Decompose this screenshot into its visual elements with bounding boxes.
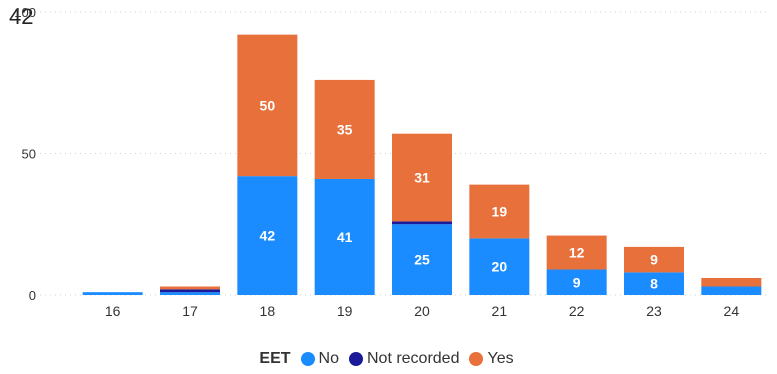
data-label: 25 xyxy=(414,252,430,268)
legend-label-not-recorded: Not recorded xyxy=(366,350,460,367)
x-tick-label: 24 xyxy=(724,303,740,319)
legend-swatch-no xyxy=(300,352,315,366)
x-tick-label: 22 xyxy=(569,303,585,319)
bar-segment xyxy=(701,278,762,287)
bar-segment xyxy=(314,79,375,179)
chart-legend: EET No Not recorded Yes xyxy=(0,350,777,368)
data-label: 19 xyxy=(492,204,508,220)
bar-segment xyxy=(314,178,375,295)
stacked-bar-chart: 0 50 100 16 17 18 19 20 21 22 23 24 42 41 25 20 9 8 50 35 31… xyxy=(14,5,770,319)
y-tick-label: 50 xyxy=(22,147,36,162)
bar-segment xyxy=(624,272,684,295)
bar-segment xyxy=(392,221,452,225)
data-label: 50 xyxy=(260,97,276,113)
legend-item-not-recorded[interactable]: Not recorded xyxy=(348,350,460,368)
bar-segment xyxy=(237,176,298,295)
data-label: 41 xyxy=(337,229,353,245)
data-label: 8 xyxy=(650,276,658,292)
bar-segment xyxy=(546,269,607,295)
bar-segment xyxy=(701,286,762,295)
data-label: 12 xyxy=(569,245,585,261)
bar-segment xyxy=(160,289,220,293)
y-tick-label: 100 xyxy=(14,5,36,20)
y-tick-label: 0 xyxy=(29,288,36,303)
legend-swatch-not-recorded xyxy=(348,352,363,366)
x-tick-label: 21 xyxy=(492,303,508,319)
data-label: 20 xyxy=(492,259,508,275)
x-tick-label: 16 xyxy=(105,303,121,319)
bar-segment xyxy=(624,246,684,273)
legend-label-yes: Yes xyxy=(487,350,514,367)
data-label: 9 xyxy=(573,274,581,290)
data-label: 9 xyxy=(650,252,658,268)
x-tick-label: 18 xyxy=(260,303,276,319)
legend-swatch-yes xyxy=(469,352,484,366)
x-tick-label: 20 xyxy=(414,303,430,319)
bar-segment xyxy=(469,184,530,239)
legend-item-no[interactable]: No xyxy=(300,350,339,368)
bar-segment xyxy=(546,235,607,270)
data-label: 31 xyxy=(414,170,430,186)
legend-item-yes[interactable]: Yes xyxy=(469,350,514,368)
x-tick-label: 23 xyxy=(646,303,662,319)
x-tick-label: 19 xyxy=(337,303,353,319)
legend-title: EET xyxy=(259,350,291,367)
data-label: 42 xyxy=(260,228,276,244)
bar-segment xyxy=(392,133,452,222)
bar-segment xyxy=(469,238,530,295)
legend-label-no: No xyxy=(318,350,339,367)
bar-segment xyxy=(392,224,452,295)
bar-segment xyxy=(82,292,143,295)
x-tick-label: 17 xyxy=(182,303,198,319)
corner-mark: 42 xyxy=(9,4,34,29)
bar-segment xyxy=(160,286,220,290)
bar-segment xyxy=(237,34,298,177)
data-label: 35 xyxy=(337,121,353,137)
bar-segment xyxy=(160,292,220,295)
